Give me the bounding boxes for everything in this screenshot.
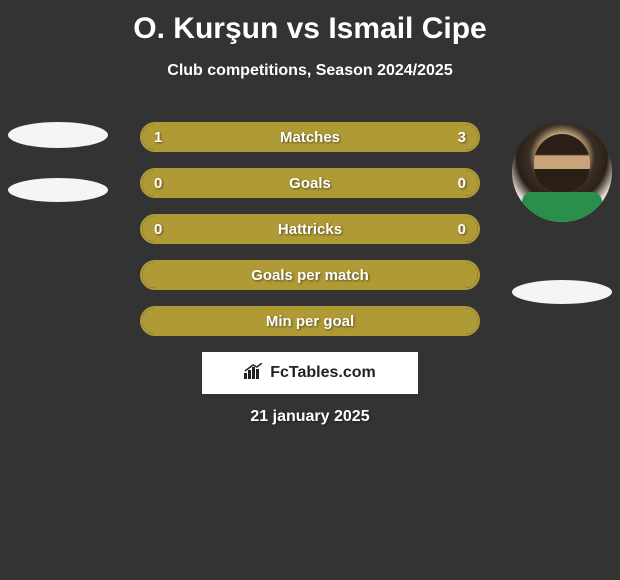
stat-value-left: 0 bbox=[154, 221, 162, 238]
stat-label: Min per goal bbox=[266, 313, 354, 330]
player-right-block bbox=[512, 122, 612, 304]
stat-label: Goals bbox=[289, 175, 331, 192]
stat-row: 0 0 Hattricks bbox=[140, 214, 480, 244]
stat-row: 0 0 Goals bbox=[140, 168, 480, 198]
stat-label: Goals per match bbox=[251, 267, 369, 284]
stat-value-left: 0 bbox=[154, 175, 162, 192]
page-subtitle: Club competitions, Season 2024/2025 bbox=[0, 62, 620, 80]
brand-text: FcTables.com bbox=[270, 364, 376, 382]
stat-value-right: 3 bbox=[458, 129, 466, 146]
player-right-club-placeholder bbox=[512, 280, 612, 304]
stat-label: Matches bbox=[280, 129, 340, 146]
stat-row: Min per goal bbox=[140, 306, 480, 336]
brand-badge: FcTables.com bbox=[202, 352, 418, 394]
stat-label: Hattricks bbox=[278, 221, 342, 238]
stat-row: 1 3 Matches bbox=[140, 122, 480, 152]
player-left-block bbox=[8, 122, 108, 202]
stat-value-right: 0 bbox=[458, 221, 466, 238]
player-left-club-placeholder bbox=[8, 178, 108, 202]
stat-value-right: 0 bbox=[458, 175, 466, 192]
stat-fill-right bbox=[226, 124, 478, 150]
page-title: O. Kurşun vs Ismail Cipe bbox=[0, 0, 620, 46]
stats-container: 1 3 Matches 0 0 Goals 0 0 Hattricks Goals per mat… bbox=[140, 122, 480, 352]
stat-value-left: 1 bbox=[154, 129, 162, 146]
stat-row: Goals per match bbox=[140, 260, 480, 290]
player-right-avatar bbox=[512, 122, 612, 222]
chart-icon bbox=[244, 363, 264, 384]
player-left-avatar-placeholder bbox=[8, 122, 108, 148]
date-text: 21 january 2025 bbox=[0, 408, 620, 426]
